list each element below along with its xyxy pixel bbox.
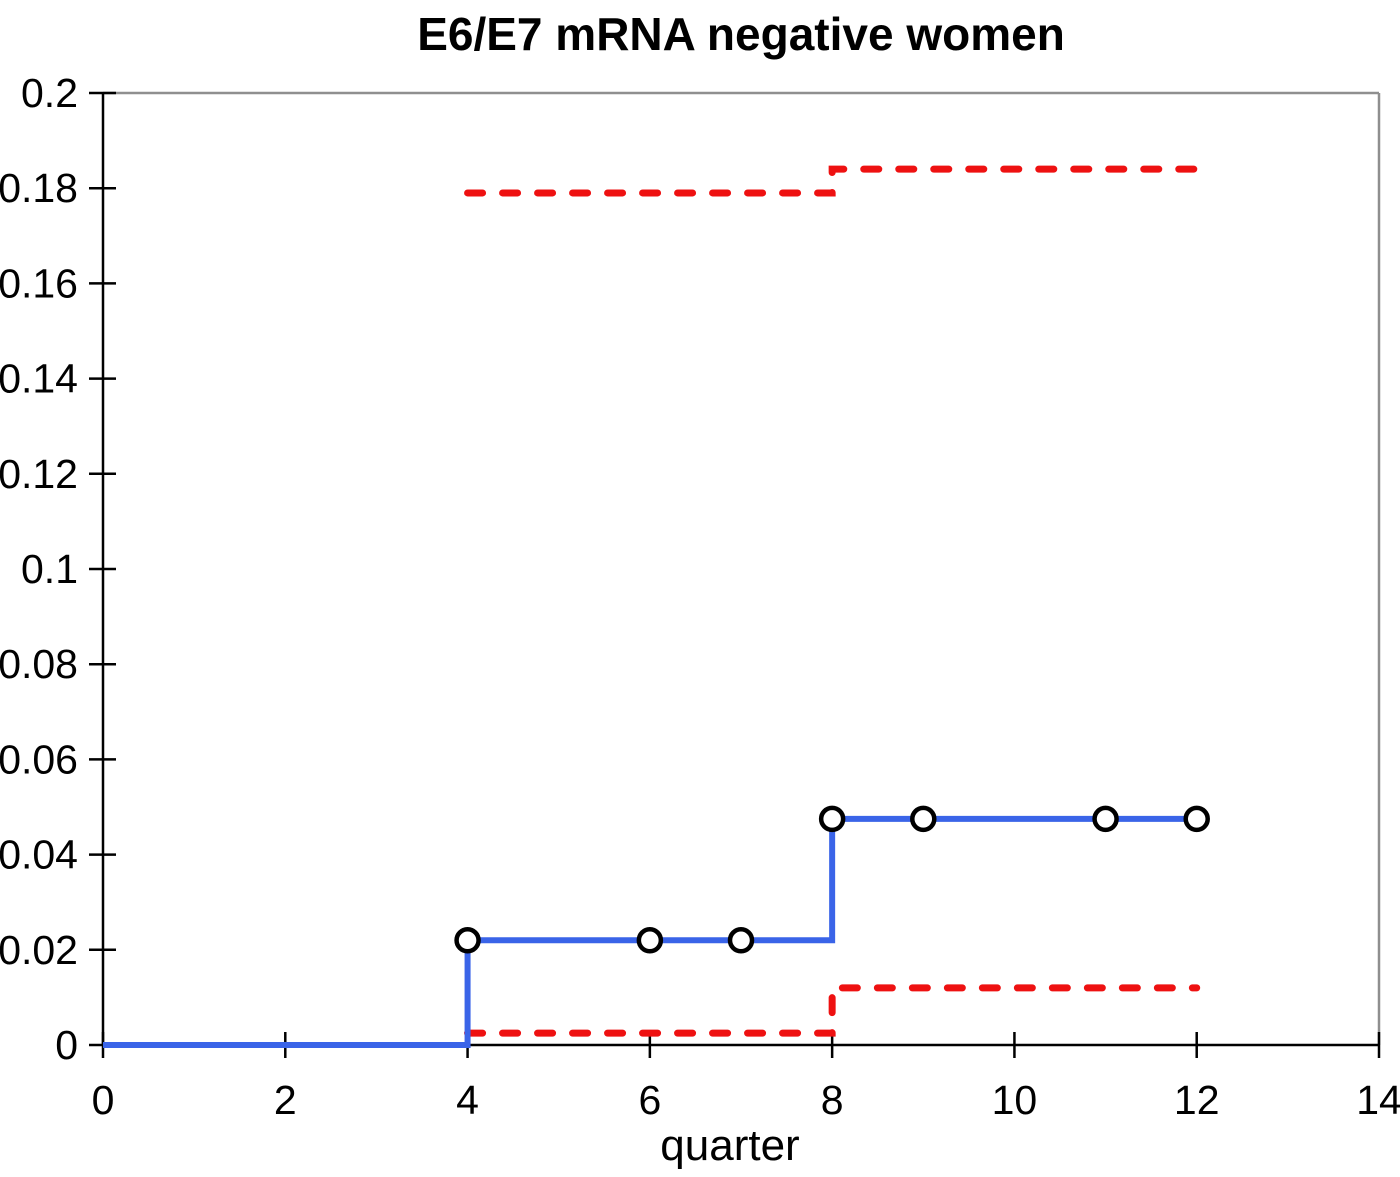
data-point-marker <box>636 927 664 954</box>
x-tick-label: 8 <box>821 1077 844 1123</box>
y-tick-label: 0.06 <box>0 736 78 782</box>
chart-title: E6/E7 mRNA negative women <box>417 8 1065 60</box>
x-tick-label: 4 <box>456 1077 479 1123</box>
y-tick-label: 0.2 <box>21 70 78 116</box>
y-tick-label: 0.08 <box>0 641 78 687</box>
data-point-marker <box>454 927 481 954</box>
data-point-marker <box>818 805 846 833</box>
x-tick-label: 0 <box>92 1077 115 1123</box>
x-tick-label: 12 <box>1174 1077 1220 1123</box>
x-tick-label: 6 <box>638 1077 661 1123</box>
series-lines <box>103 165 1201 1048</box>
y-tick-label: 0 <box>55 1022 78 1068</box>
plot-frame <box>101 91 1381 1047</box>
data-point-marker <box>727 927 755 954</box>
y-tick-label: 0.12 <box>0 451 78 497</box>
data-point-markers <box>454 805 1210 954</box>
data-point-marker <box>910 805 937 833</box>
x-tick-label: 14 <box>1356 1077 1400 1123</box>
y-tick-label: 0.14 <box>0 356 78 402</box>
y-tick-label: 0.1 <box>21 546 78 592</box>
y-tick-label: 0.18 <box>0 165 78 211</box>
y-tick-label: 0.04 <box>0 832 78 878</box>
lower-95ci-step-line <box>464 984 1201 1037</box>
data-point-marker <box>1183 805 1210 833</box>
y-tick-label: 0.02 <box>0 927 78 973</box>
data-point-marker <box>1092 805 1119 833</box>
x-tick-label: 2 <box>274 1077 297 1123</box>
upper-95ci-step-line <box>464 165 1201 197</box>
axis-ticks <box>89 91 1381 1058</box>
x-axis-label: quarter <box>660 1121 799 1170</box>
x-tick-label: 10 <box>992 1077 1038 1123</box>
y-tick-label: 0.16 <box>0 260 78 306</box>
tick-labels: 0 2 4 6 8 10 12 14 0 0.02 0.04 0.06 0.08 0.1 0.12 0.14 0… <box>0 70 1400 1123</box>
